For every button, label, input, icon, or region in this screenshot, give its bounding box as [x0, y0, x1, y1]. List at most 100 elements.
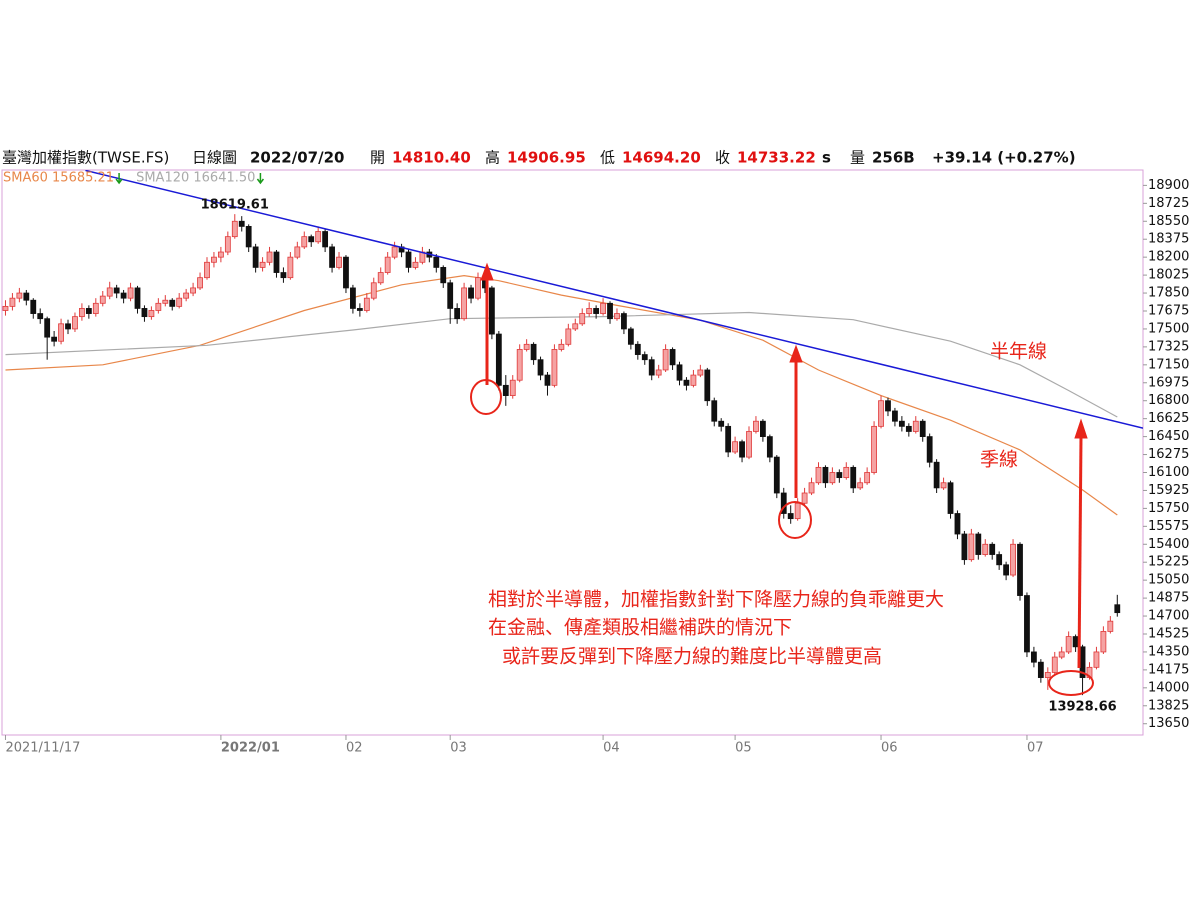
- arrow-head: [1074, 418, 1088, 439]
- legend-label: SMA60 15685.21: [3, 171, 114, 186]
- legend-label: SMA120 16641.50: [136, 171, 255, 186]
- candle-body: [113, 287, 120, 294]
- candle-body: [315, 231, 322, 243]
- open-value: 14810.40: [392, 149, 471, 167]
- y-tick-label: 18550: [1148, 214, 1189, 229]
- high-value: 14906.95: [507, 149, 586, 167]
- x-tick-label: 04: [603, 741, 620, 756]
- candle-body: [1093, 651, 1100, 668]
- candle-body: [148, 310, 155, 318]
- candle-body: [885, 400, 891, 412]
- candle-body: [343, 256, 349, 289]
- ma-line: [5, 274, 1118, 516]
- x-tick-label: 05: [735, 741, 752, 756]
- candle-body: [704, 369, 711, 402]
- candle-body: [391, 246, 398, 258]
- candle-body: [725, 425, 732, 453]
- candle-body: [815, 466, 822, 484]
- candle-body: [224, 236, 231, 253]
- candle-body: [336, 256, 342, 268]
- candle-body: [273, 251, 280, 273]
- candle-body: [766, 436, 773, 458]
- candle-body: [377, 272, 384, 284]
- candle-body: [516, 349, 523, 381]
- low-label: 低: [600, 149, 615, 167]
- candle-body: [197, 277, 203, 289]
- candle-body: [440, 267, 447, 284]
- candle-body: [940, 482, 947, 489]
- candle-body: [1010, 543, 1016, 576]
- candle-body: [85, 308, 92, 314]
- y-tick-label: 15750: [1148, 501, 1189, 516]
- legend-arrow: [256, 173, 265, 185]
- y-tick-label: 15400: [1148, 537, 1189, 552]
- candle-body: [245, 225, 252, 248]
- header-bar: [0, 146, 1200, 168]
- candle-body: [1017, 543, 1023, 596]
- candle-body: [475, 277, 481, 299]
- candle-body: [551, 349, 558, 386]
- plot: [2, 170, 1143, 696]
- y-tick-label: 16100: [1148, 465, 1189, 480]
- candle-body: [627, 328, 634, 345]
- y-tick-label: 17850: [1148, 286, 1189, 301]
- candle-body: [468, 287, 474, 299]
- candle-body: [773, 456, 780, 494]
- y-tick-label: 13825: [1148, 698, 1189, 713]
- candle-body: [822, 466, 829, 484]
- plot-area: [1, 169, 1144, 736]
- candle-body: [947, 482, 954, 514]
- y-tick-label: 15225: [1148, 555, 1189, 570]
- candle-body: [65, 323, 71, 330]
- candle-body: [1072, 636, 1079, 648]
- arrow: [1077, 435, 1083, 669]
- candle-body: [183, 292, 190, 299]
- y-tick-label: 17150: [1148, 357, 1189, 372]
- y-tick-label: 16800: [1148, 393, 1189, 408]
- arrow-head: [789, 344, 803, 363]
- candle-body: [106, 287, 113, 297]
- candle-body: [176, 297, 183, 307]
- high-label: 18619.61: [201, 198, 269, 213]
- candle-body: [857, 482, 864, 489]
- candle-body: [878, 400, 884, 427]
- candle-body: [1114, 604, 1121, 614]
- candle-body: [72, 316, 78, 330]
- candle-body: [641, 354, 648, 361]
- candle-body: [322, 231, 329, 248]
- candle-body: [780, 492, 787, 514]
- candle-body: [217, 251, 224, 258]
- candle-body: [190, 287, 196, 294]
- candle-body: [259, 261, 266, 268]
- half-year-label: 半年線: [990, 341, 1047, 363]
- candle-body: [99, 295, 106, 304]
- candle-body: [961, 533, 968, 561]
- x-tick-label: 2021/11/17: [5, 741, 80, 756]
- y-tick-label: 15575: [1148, 519, 1189, 534]
- high-label: 高: [485, 149, 500, 167]
- candle-body: [968, 533, 975, 561]
- candle-body: [544, 374, 551, 386]
- candle-body: [593, 308, 600, 314]
- y-tick-label: 15050: [1148, 573, 1189, 588]
- candle-body: [454, 308, 461, 320]
- candle-body: [461, 287, 467, 320]
- circle: [778, 501, 812, 539]
- legend-arrow: [115, 173, 123, 185]
- date: 2022/07/20: [250, 149, 344, 167]
- annotation-line: 相對於半導體，加權指數針對下降壓力線的負乖離更大: [488, 589, 944, 611]
- y-tick-label: 13650: [1148, 716, 1189, 731]
- candle-body: [843, 466, 850, 479]
- candle-body: [308, 236, 315, 243]
- period: 日線圖: [192, 149, 237, 167]
- y-tick-label: 18900: [1148, 178, 1189, 193]
- candle-body: [1065, 636, 1072, 653]
- candle-body: [294, 246, 301, 258]
- x-tick-label: 06: [881, 741, 898, 756]
- candle-body: [231, 220, 238, 238]
- candle-body: [155, 302, 162, 311]
- candle-body: [9, 297, 16, 307]
- candle-body: [329, 246, 335, 268]
- candle-body: [412, 261, 419, 268]
- y-tick-label: 18200: [1148, 250, 1189, 265]
